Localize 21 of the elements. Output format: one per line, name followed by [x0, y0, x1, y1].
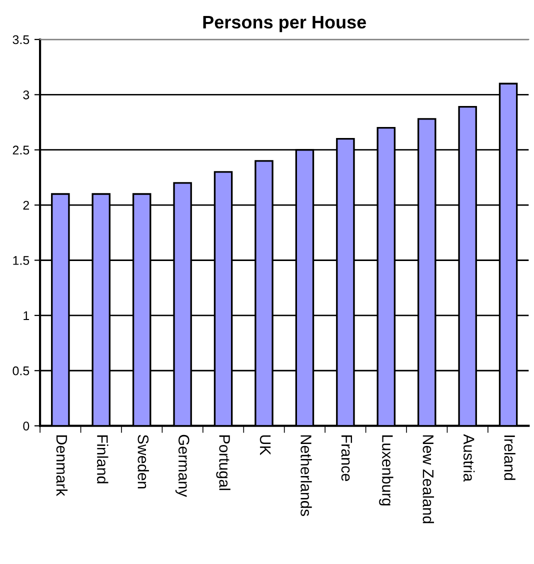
x-tick-label: Sweden	[138, 434, 149, 488]
y-tick-label: 1	[24, 311, 30, 320]
y-tick-label: 1.5	[13, 256, 30, 265]
x-tick-label: France	[341, 435, 352, 482]
x-tick-label: Germany	[175, 434, 190, 497]
chart-title: Persons per House	[203, 16, 366, 32]
x-tick-label: Denmark	[56, 435, 68, 496]
y-tick-label: 3.5	[12, 35, 30, 44]
x-tick-label: New Zealand	[422, 435, 434, 524]
x-tick-label: Finland	[97, 435, 108, 484]
y-tick-label: 3	[23, 90, 30, 100]
y-tick-label: 0.5	[12, 366, 30, 376]
x-tick-label: Luxenburg	[379, 435, 394, 506]
x-tick-label: UK	[260, 435, 271, 456]
x-tick-label: Netherlands	[300, 435, 312, 516]
x-tick-label: Ireland	[504, 436, 516, 480]
y-tick-label: 0	[23, 422, 30, 430]
x-tick-label: Portugal	[216, 435, 230, 490]
x-tick-label: Austria	[463, 434, 475, 482]
y-tick-label: 2.5	[12, 146, 30, 155]
y-tick-label: 2	[23, 200, 30, 210]
